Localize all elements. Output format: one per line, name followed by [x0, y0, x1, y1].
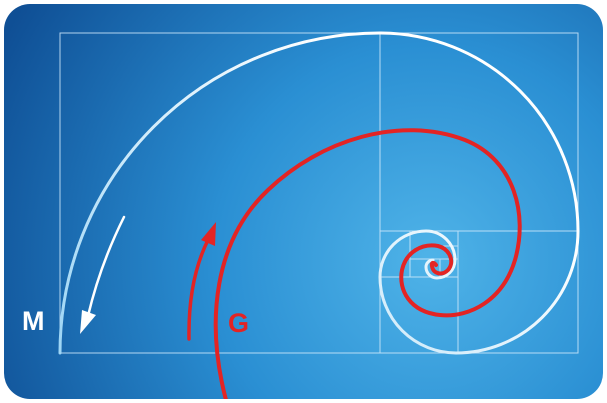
- label-g: G: [228, 308, 249, 338]
- red-spiral: [213, 128, 522, 399]
- outer-golden-rectangle: [59, 32, 579, 354]
- golden-rectangle-grid: [59, 32, 579, 354]
- label-m: M: [22, 306, 45, 336]
- background-card: [4, 4, 603, 399]
- white-golden-spiral: [58, 31, 580, 355]
- curved-arrow-down-icon: [80, 215, 126, 334]
- curved-arrow-up-icon: [187, 222, 216, 341]
